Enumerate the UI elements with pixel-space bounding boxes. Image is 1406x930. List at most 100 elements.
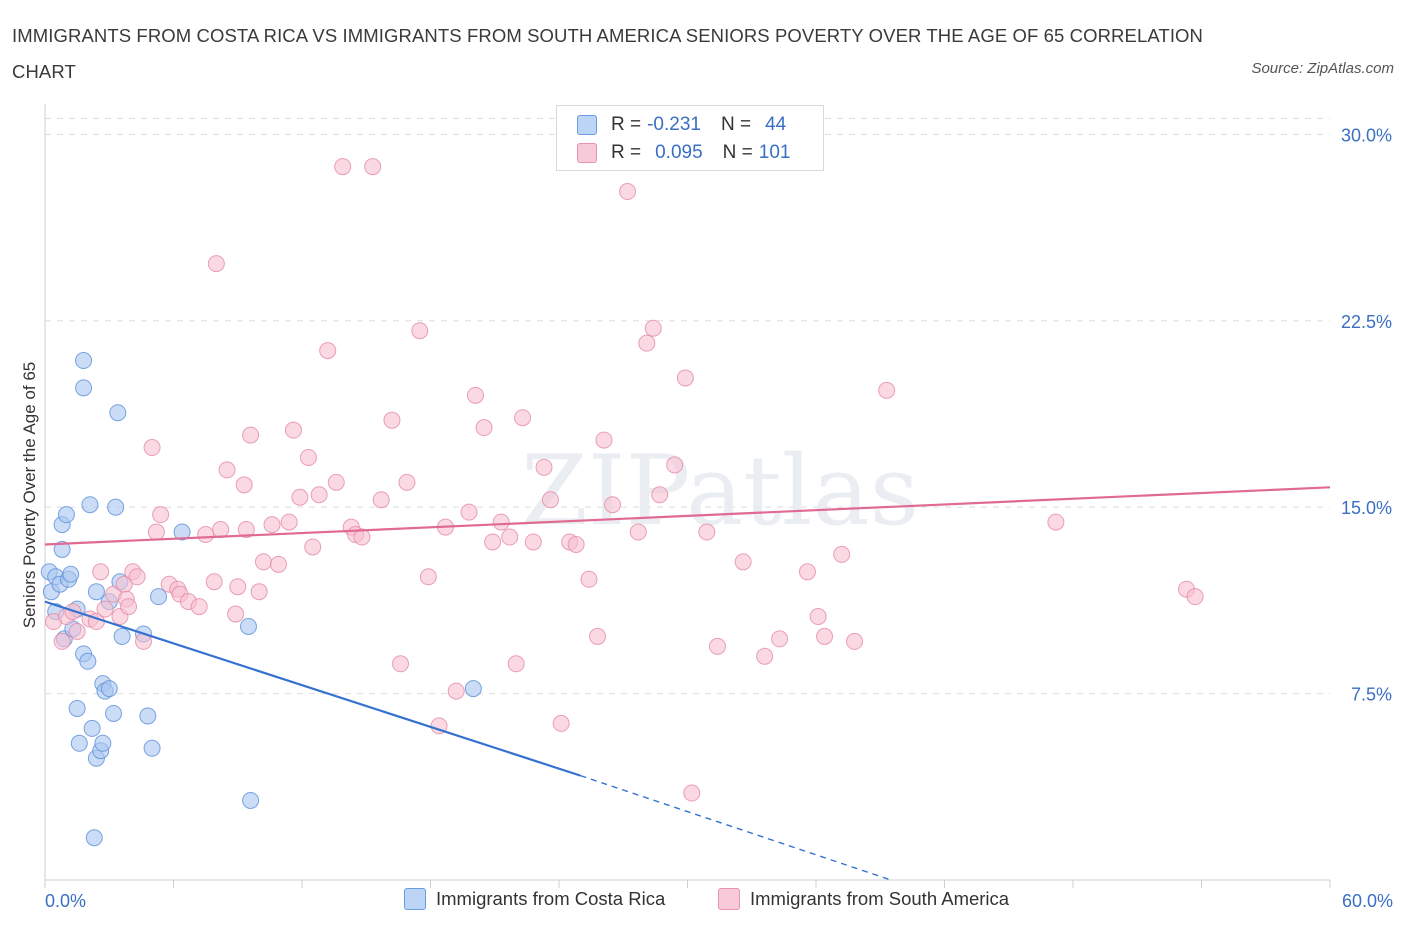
data-point: [638, 334, 656, 352]
data-point: [304, 538, 322, 556]
data-point: [567, 535, 585, 553]
data-point: [484, 533, 502, 551]
series-name-costa-rica: Immigrants from Costa Rica: [436, 888, 666, 909]
data-point: [816, 627, 834, 645]
legend-swatch-south-america: [577, 143, 597, 163]
data-point: [507, 655, 525, 673]
trend-line-1: [44, 486, 1331, 546]
data-point: [327, 473, 345, 491]
data-point: [143, 439, 161, 457]
data-point: [70, 734, 88, 752]
data-point: [552, 714, 570, 732]
data-point: [62, 565, 80, 583]
data-point: [83, 719, 101, 737]
legend-row-south-america: R = 0.095 N = 101: [577, 140, 790, 166]
data-point: [771, 630, 789, 648]
data-point: [364, 158, 382, 176]
data-point: [291, 488, 309, 506]
legend-r-value: 0.095: [655, 142, 703, 163]
data-point: [237, 521, 255, 539]
series-swatch-costa-rica: [404, 888, 426, 910]
data-point: [299, 448, 317, 466]
y-tick-label: 7.5%: [1351, 685, 1392, 705]
legend-r-label: R =: [611, 114, 642, 135]
data-point: [1186, 588, 1204, 606]
gridlines: [45, 117, 1330, 695]
data-point: [466, 386, 484, 404]
stats-legend: R = -0.231 N = 44 R = 0.095 N = 101: [556, 105, 824, 171]
data-point: [53, 540, 71, 558]
data-point: [698, 523, 716, 541]
data-point: [595, 431, 613, 449]
data-point: [334, 158, 352, 176]
data-point: [212, 521, 230, 539]
data-point: [254, 553, 272, 571]
data-point: [464, 680, 482, 698]
data-point: [447, 682, 465, 700]
data-point: [250, 583, 268, 601]
series-swatch-south-america: [718, 888, 740, 910]
data-point: [92, 563, 110, 581]
trend-lines: [44, 486, 1331, 881]
trend-extension-0: [580, 774, 892, 881]
trend-line-0: [44, 600, 581, 777]
data-point: [460, 503, 478, 521]
y-tick-label: 15.0%: [1341, 498, 1392, 518]
data-point: [96, 600, 114, 618]
data-point: [398, 473, 416, 491]
data-point: [79, 652, 97, 670]
data-point: [152, 506, 170, 524]
data-point: [629, 523, 647, 541]
data-point: [100, 680, 118, 698]
data-point: [676, 369, 694, 387]
data-point: [1047, 513, 1065, 531]
tick-labels: 7.5% 15.0% 22.5% 30.0% 0.0% 60.0%: [45, 125, 1393, 911]
data-point: [708, 637, 726, 655]
y-tick-label: 30.0%: [1341, 125, 1392, 145]
watermark: ZIPatlas: [521, 435, 919, 547]
data-point: [833, 545, 851, 563]
legend-r-value: -0.231: [647, 114, 701, 135]
data-point: [284, 421, 302, 439]
data-point: [109, 404, 127, 422]
data-point: [242, 791, 260, 809]
data-point: [353, 528, 371, 546]
data-point: [75, 352, 93, 370]
data-point: [541, 491, 559, 509]
x-tick-label-right: 60.0%: [1342, 891, 1393, 911]
data-point: [75, 379, 93, 397]
data-point: [94, 734, 112, 752]
data-point: [113, 627, 131, 645]
data-point: [644, 319, 662, 337]
data-point: [139, 707, 157, 725]
data-point: [580, 570, 598, 588]
series-south-america: [45, 158, 1204, 802]
data-point: [475, 419, 493, 437]
data-point: [619, 183, 637, 201]
data-point: [68, 622, 86, 640]
data-point: [280, 513, 298, 531]
data-point: [105, 704, 123, 722]
data-point: [734, 553, 752, 571]
data-point: [756, 647, 774, 665]
legend-n-value: 44: [765, 114, 787, 135]
legend-n-label: N =: [722, 142, 753, 163]
data-point: [269, 555, 287, 573]
data-point: [411, 322, 429, 340]
data-point: [319, 342, 337, 360]
axes: [44, 104, 1331, 888]
data-point: [87, 583, 105, 601]
data-point: [147, 523, 165, 541]
data-point: [239, 617, 257, 635]
data-point: [514, 409, 532, 427]
legend-n-value: 101: [758, 142, 791, 163]
data-point: [107, 498, 125, 516]
data-point: [53, 632, 71, 650]
series-legend-costa-rica: Immigrants from Costa Rica: [404, 888, 665, 910]
data-point: [218, 461, 236, 479]
series-name-south-america: Immigrants from South America: [750, 888, 1010, 909]
data-point: [242, 426, 260, 444]
y-tick-label: 22.5%: [1341, 312, 1392, 332]
data-point: [190, 598, 208, 616]
chart-title: IMMIGRANTS FROM COSTA RICA VS IMMIGRANTS…: [12, 25, 1204, 82]
